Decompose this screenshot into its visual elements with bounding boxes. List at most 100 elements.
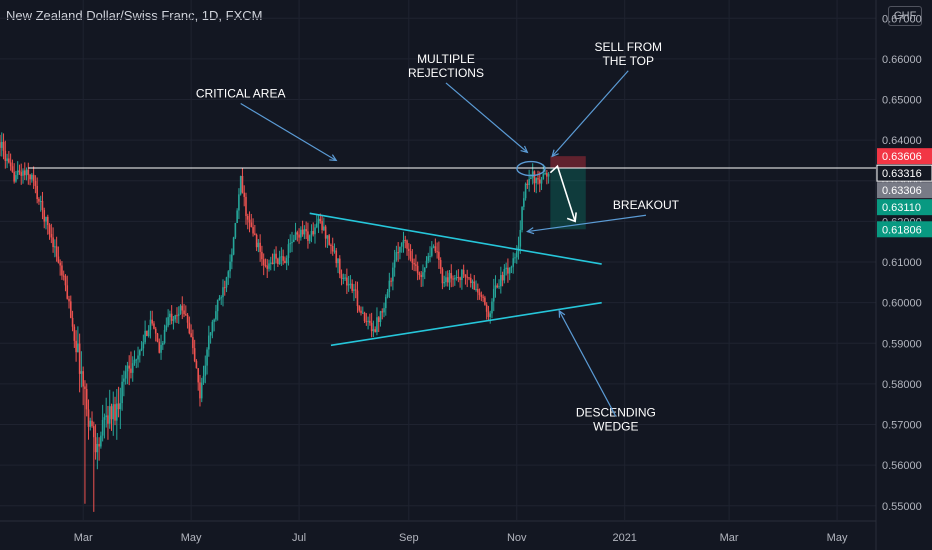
candle-body — [85, 388, 88, 410]
candle-body — [124, 371, 127, 379]
time-tick-label: Mar — [720, 532, 739, 544]
candle-body — [374, 329, 376, 333]
candle-body — [158, 341, 161, 353]
candle-body — [153, 323, 155, 329]
price-axis[interactable]: 0.670000.660000.650000.640000.630000.620… — [882, 13, 922, 513]
candle-body — [20, 172, 23, 176]
candle-body — [209, 332, 212, 336]
candle-body — [211, 321, 214, 333]
candle-body — [149, 319, 152, 330]
candle-body — [300, 229, 302, 238]
candle-body — [386, 292, 389, 297]
annotation-arrow-head — [526, 227, 535, 235]
candle-body — [282, 256, 284, 261]
price-tag-label: 0.61806 — [882, 224, 922, 236]
price-tag-bg — [877, 148, 932, 165]
candle-body — [500, 275, 502, 287]
candle-body — [255, 234, 258, 248]
candle-body — [363, 312, 366, 322]
candle-body — [489, 313, 492, 317]
candle-body — [89, 420, 92, 427]
candle-body — [323, 226, 325, 231]
candle-body — [411, 258, 414, 263]
candle-body — [376, 317, 378, 333]
candle-body — [248, 219, 251, 223]
candle-body — [101, 419, 104, 436]
candle-body — [314, 227, 316, 235]
candle-body — [66, 285, 69, 299]
sell-arrow — [549, 164, 576, 222]
candle-body — [291, 242, 293, 244]
candle-body — [289, 243, 292, 245]
candle-body — [147, 329, 150, 337]
candle-body — [142, 342, 145, 349]
annotation-label: CRITICAL AREA — [196, 87, 286, 101]
candle-body — [103, 417, 106, 420]
candle-body — [232, 237, 235, 255]
candle-body — [269, 262, 272, 264]
candle-body — [503, 269, 506, 281]
time-tick-label: May — [181, 532, 202, 544]
candle-body — [409, 251, 412, 259]
candle-body — [501, 275, 504, 281]
candle-body — [176, 315, 178, 317]
candle-body — [408, 248, 410, 252]
candle-body — [425, 260, 428, 268]
annotation-label: BREAKOUT — [613, 198, 680, 212]
time-axis[interactable]: Mar May Jul Sep Nov 2021 Mar May — [74, 532, 848, 544]
candle-body — [200, 382, 203, 399]
candle-body — [381, 311, 384, 313]
candle-body — [114, 404, 116, 421]
candle-body — [335, 250, 338, 264]
currency-button[interactable]: CHF — [888, 6, 922, 26]
candle-body — [170, 313, 173, 321]
annotation-arrow-head — [558, 309, 566, 318]
candle-body — [402, 240, 405, 243]
candle-body — [308, 235, 311, 241]
candle-body — [190, 333, 192, 338]
candle-body — [533, 171, 536, 184]
candle-body — [478, 292, 481, 296]
candle-body — [305, 229, 307, 232]
annotation-label: THE TOP — [602, 54, 654, 68]
candle-body — [259, 242, 261, 252]
candle-body — [370, 322, 373, 332]
candle-body — [165, 325, 168, 330]
candle-body — [443, 282, 445, 284]
annotation-label: WEDGE — [593, 419, 638, 433]
price-tag: 0.63306 — [877, 182, 932, 199]
candle-body — [82, 371, 84, 387]
price-tags: 0.63606 0.63316 0.63306 0.63110 0.61806 — [876, 148, 932, 238]
candle-body — [55, 246, 58, 257]
price-tag: 0.63316 — [876, 164, 932, 182]
candle-body — [31, 174, 33, 180]
price-tag-bg — [877, 221, 932, 238]
candle-body — [254, 233, 256, 235]
candle-body — [445, 277, 447, 283]
candle-body — [294, 232, 297, 240]
candle-body — [25, 169, 28, 176]
candle-body — [105, 415, 107, 418]
candle-body — [11, 166, 14, 172]
candle-body — [38, 199, 40, 202]
candle-body — [130, 368, 132, 373]
candle-body — [275, 253, 277, 259]
annotation-arrow — [527, 214, 647, 233]
wedge-trendline — [330, 301, 602, 347]
price-tick-label: 0.66000 — [882, 54, 922, 66]
candle-body — [505, 267, 507, 270]
candle-body — [459, 277, 461, 281]
candle-body — [137, 355, 139, 360]
candle-body — [252, 227, 254, 234]
candle-body — [292, 239, 295, 243]
candle-body — [69, 301, 72, 318]
candle-body — [94, 437, 97, 453]
candle-body — [285, 257, 288, 264]
candle-body — [438, 251, 440, 261]
price-tick-label: 0.59000 — [882, 338, 922, 350]
candle-body — [457, 277, 460, 279]
time-tick-label: Nov — [507, 532, 527, 544]
candle-body — [128, 365, 130, 369]
candle-body — [530, 177, 532, 180]
